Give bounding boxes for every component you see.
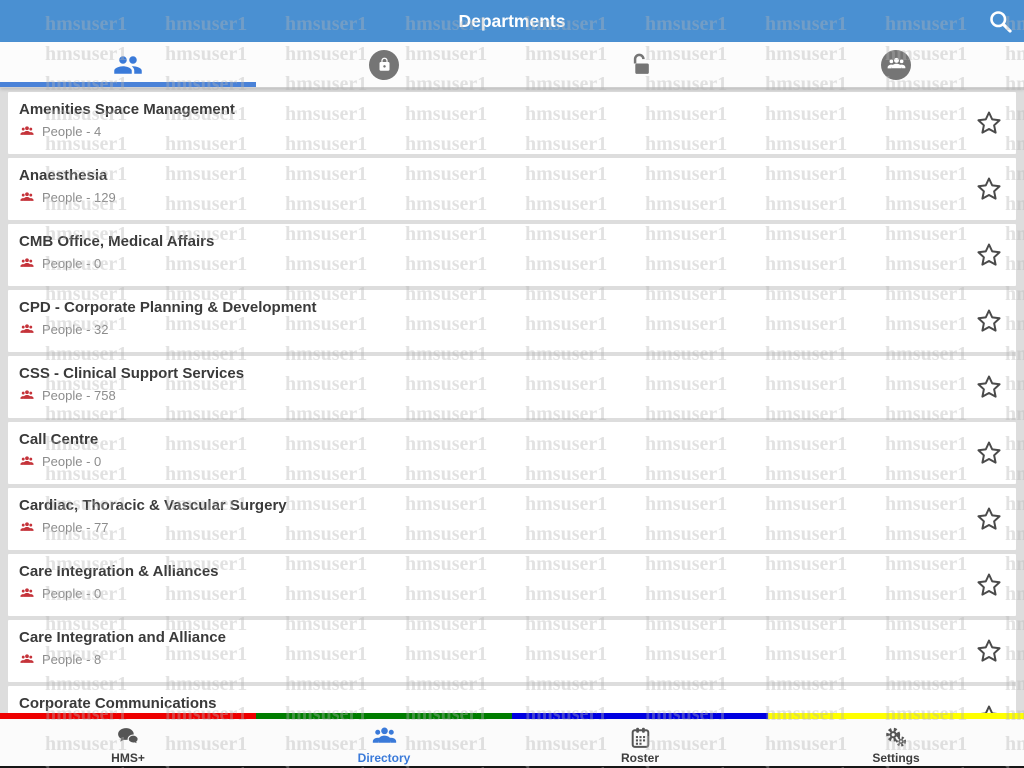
stripe-segment [256,713,512,719]
filter-tab-locked[interactable] [256,42,512,87]
department-row[interactable]: Care Integration and Alliance People - 8 [8,620,1016,682]
people-count-row: People - 8 [19,652,101,667]
people-group-icon [19,323,35,337]
favorite-star-icon[interactable] [975,703,1003,713]
favorite-star-icon[interactable] [975,505,1003,533]
people-count-row: People - 77 [19,520,109,535]
people-count-row: People - 758 [19,388,116,403]
filter-tab-groups[interactable] [768,42,1024,87]
people-count: People - 77 [42,520,109,535]
department-row[interactable]: Call Centre People - 0 [8,422,1016,484]
department-row[interactable]: Anaesthesia People - 129 [8,158,1016,220]
favorite-star-icon[interactable] [975,637,1003,665]
roster-calendar-icon [631,727,649,748]
title-bar: Departments [0,0,1024,42]
favorite-star-icon[interactable] [975,175,1003,203]
department-row[interactable]: Care Integration & Alliances People - 0 [8,554,1016,616]
department-name: Care Integration & Alliances [19,563,219,580]
favorite-star-icon[interactable] [975,109,1003,137]
filter-tab-people[interactable] [0,42,256,87]
people-group-icon [19,125,35,139]
nav-item-roster[interactable]: Roster [512,719,768,768]
people-count-row: People - 129 [19,190,116,205]
stripe-segment [0,713,256,719]
department-row[interactable]: CMB Office, Medical Affairs People - 0 [8,224,1016,286]
stripe-segment [512,713,768,719]
settings-gears-icon [886,727,907,747]
people-group-icon [19,455,35,469]
department-name: CMB Office, Medical Affairs [19,233,215,250]
nav-label-directory: Directory [357,750,411,765]
people-count-row: People - 0 [19,586,101,601]
chat-bubbles-icon [117,727,139,745]
people-count: People - 32 [42,322,109,337]
people-count-row: People - 4 [19,124,101,139]
department-name: CSS - Clinical Support Services [19,365,245,382]
color-stripe [0,713,1024,719]
department-row[interactable]: Amenities Space Management People - 4 [8,92,1016,154]
lock-open-icon [633,53,649,74]
stripe-segment [768,713,1024,719]
favorite-star-icon[interactable] [975,571,1003,599]
people-group-icon [19,389,35,403]
group-circle-icon [881,49,911,80]
filter-tab-bar [0,42,1024,88]
department-name: CPD - Corporate Planning & Development [19,299,317,316]
department-row[interactable]: Cardiac, Thoracic & Vascular Surgery Peo… [8,488,1016,550]
people-group-icon [19,521,35,535]
people-count: People - 758 [42,388,116,403]
department-list: Amenities Space Management People - 4 An… [0,88,1024,713]
people-count-row: People - 32 [19,322,109,337]
department-name: Amenities Space Management [19,101,235,118]
department-name: Corporate Communications [19,695,217,712]
department-row[interactable]: CSS - Clinical Support Services People -… [8,356,1016,418]
nav-item-directory[interactable]: Directory [256,719,512,768]
nav-item-hms[interactable]: HMS+ [0,719,256,768]
people-count: People - 0 [42,256,102,271]
directory-people-icon [372,727,396,743]
department-name: Anaesthesia [19,167,108,184]
nav-label-hms: HMS+ [111,750,145,765]
people-count: People - 0 [42,586,102,601]
nav-item-settings[interactable]: Settings [768,719,1024,768]
page-title: Departments [458,11,566,31]
favorite-star-icon[interactable] [975,439,1003,467]
people-count: People - 129 [42,190,116,205]
department-name: Call Centre [19,431,99,448]
department-name: Cardiac, Thoracic & Vascular Surgery [19,497,287,514]
favorite-star-icon[interactable] [975,241,1003,269]
bottom-edge-line [0,766,1024,768]
people-group-icon [19,587,35,601]
lock-closed-icon [369,49,399,80]
people-count-row: People - 0 [19,454,101,469]
people-count: People - 4 [42,124,102,139]
department-name: Care Integration and Alliance [19,629,226,646]
nav-label-roster: Roster [620,750,659,765]
filter-tab-unlocked[interactable] [512,42,768,87]
department-row[interactable]: Corporate Communications [8,686,1016,713]
nav-label-settings: Settings [872,750,920,765]
favorite-star-icon[interactable] [975,307,1003,335]
people-group-icon [19,257,35,271]
bottom-nav-bar: HMS+ Directory Roster [0,719,1024,768]
department-row[interactable]: CPD - Corporate Planning & Development P… [8,290,1016,352]
search-icon[interactable] [987,8,1014,35]
people-icon [114,55,142,74]
favorite-star-icon[interactable] [975,373,1003,401]
people-group-icon [19,653,35,667]
people-group-icon [19,191,35,205]
people-count-row: People - 0 [19,256,101,271]
people-count: People - 0 [42,454,102,469]
people-count: People - 8 [42,652,102,667]
